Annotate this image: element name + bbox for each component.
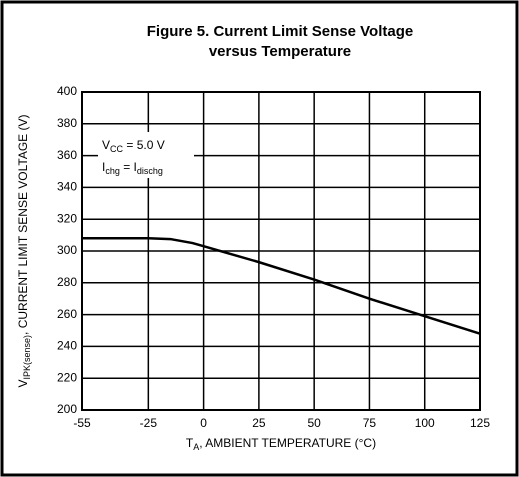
y-tick-label: 220 [57,370,77,384]
y-tick-label: 300 [57,243,77,257]
x-axis-label-part: T [186,436,194,450]
annotation-part: = 5.0 V [123,138,165,152]
y-axis-label: VIPK(sense), CURRENT LIMIT SENSE VOLTAGE… [16,114,32,387]
y-tick-label: 260 [57,307,77,321]
y-tick-label: 240 [57,339,77,353]
y-tick-label: 280 [57,275,77,289]
x-tick-label: 125 [470,416,490,430]
y-axis-label-part: , CURRENT LIMIT SENSE VOLTAGE (V) [16,114,30,334]
y-tick-label: 380 [57,116,77,130]
data-line [82,237,481,335]
x-tick-label: 75 [363,416,377,430]
chart-title: Figure 5. Current Limit Sense Voltage [147,23,413,40]
annotation: VCC = 5.0 V [102,138,165,154]
annotation-bg [98,132,194,178]
annotation-sub: dischg [137,166,163,176]
x-axis-label-part: , AMBIENT TEMPERATURE (°C) [199,436,376,450]
plot-frame [81,91,481,411]
x-tick-label: 25 [252,416,266,430]
x-tick-label: -55 [73,416,91,430]
annotation-sub: chg [105,166,120,176]
annotation: Ichg = Idischg [102,160,163,176]
annotation-part: = I [120,160,137,174]
y-tick-label: 320 [57,211,77,225]
y-tick-label: 400 [57,84,77,98]
x-tick-label: -25 [140,416,158,430]
x-tick-label: 100 [415,416,435,430]
y-axis-label-sub: IPK(sense) [22,335,32,380]
x-tick-label: 50 [307,416,321,430]
annotation-sub: CC [110,144,123,154]
y-tick-label: 360 [57,148,77,162]
x-axis-label-sub: A [193,442,199,452]
annotation-part: I [102,160,105,174]
y-tick-label: 200 [57,402,77,416]
x-axis-label: TA, AMBIENT TEMPERATURE (°C) [186,436,376,452]
annotation-part: V [102,138,110,152]
chart-title: versus Temperature [209,43,351,60]
x-tick-label: 0 [200,416,207,430]
y-axis-label-part: V [16,380,30,388]
y-tick-label: 340 [57,180,77,194]
